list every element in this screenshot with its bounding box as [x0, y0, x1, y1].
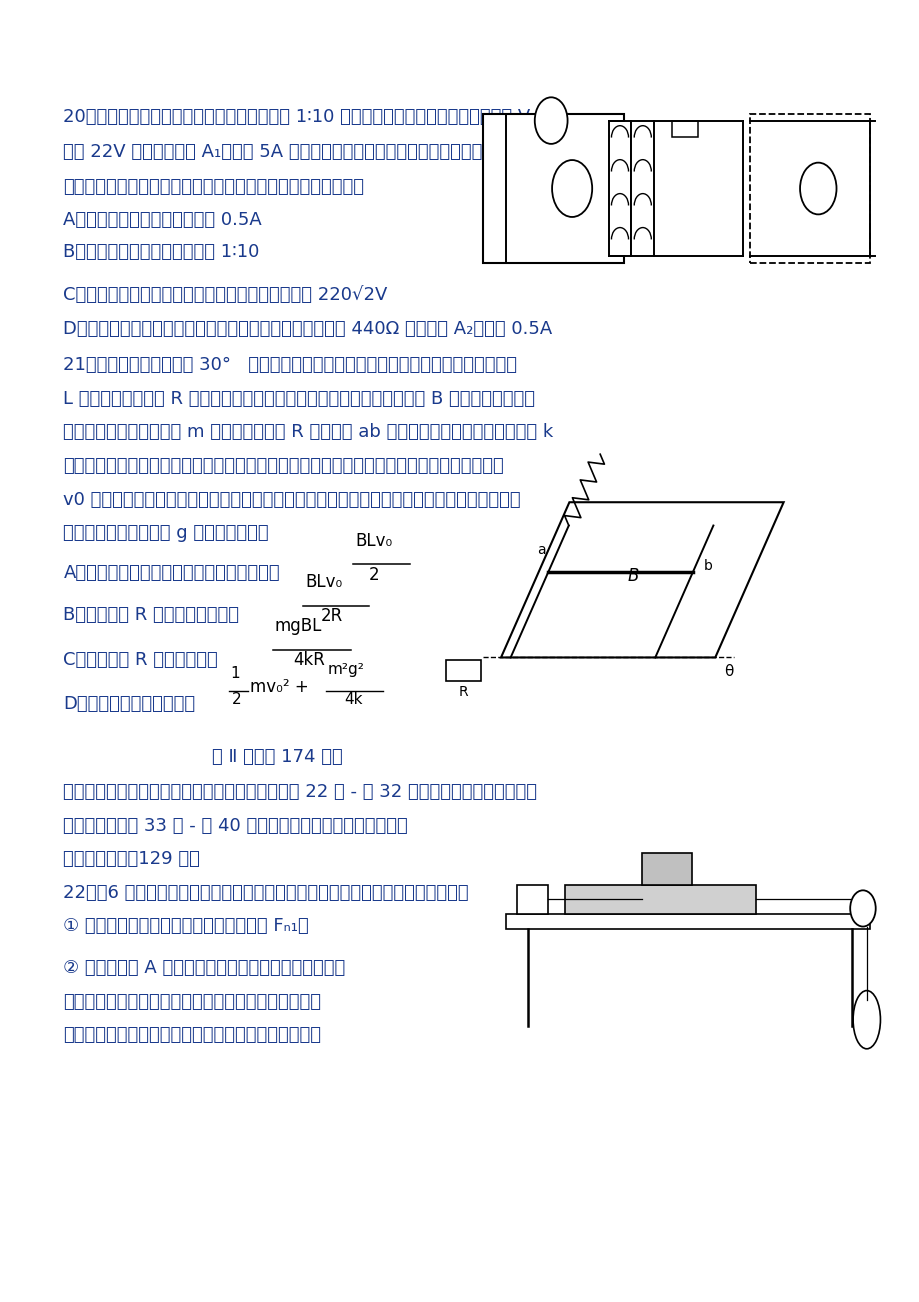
- Text: 4kR: 4kR: [293, 651, 325, 669]
- Bar: [446, 660, 481, 681]
- Text: D．回路产生的总热量小于: D．回路产生的总热量小于: [63, 695, 196, 713]
- Text: 平细绳与木块相连，木块放在较长的平板小车上。水平: 平细绳与木块相连，木块放在较长的平板小车上。水平: [63, 992, 321, 1010]
- Text: （一）必考题（129 分）: （一）必考题（129 分）: [63, 850, 200, 868]
- Text: BLv₀: BLv₀: [305, 573, 342, 591]
- Bar: [672, 121, 698, 138]
- Text: 1: 1: [230, 665, 240, 681]
- Text: A: A: [547, 116, 554, 125]
- Bar: [564, 885, 755, 914]
- Bar: [749, 115, 869, 263]
- Text: C．通过电阻 R 的总电荷量为: C．通过电阻 R 的总电荷量为: [63, 651, 218, 669]
- Text: 2: 2: [369, 565, 380, 583]
- Text: 三、非选择题（包括必考题和选考题两个部分，第 22 题 - 第 32 题为必考题，每个考题考生: 三、非选择题（包括必考题和选考题两个部分，第 22 题 - 第 32 题为必考题…: [63, 783, 537, 801]
- Text: A: A: [528, 894, 536, 905]
- Bar: [641, 853, 692, 885]
- Text: mv₀² +: mv₀² +: [250, 678, 309, 697]
- Text: （图中未画出）。质量为 m ，阻值大小也为 R 的金属棒 ab 与固定在斜面上方的劲度系数为 k: （图中未画出）。质量为 m ，阻值大小也为 R 的金属棒 ab 与固定在斜面上方…: [63, 423, 553, 441]
- Text: ② 将力传感器 A 固定在水平桌面上，测力端通过轻质水: ② 将力传感器 A 固定在水平桌面上，测力端通过轻质水: [63, 958, 346, 976]
- Text: 数为 22V ，理想电流表 A₁示数为 5A ，副线圈串联了电阻可忽略的熔断器、理想电流表 A 2: 数为 22V ，理想电流表 A₁示数为 5A ，副线圈串联了电阻可忽略的熔断器、…: [63, 143, 561, 160]
- Text: BLv₀: BLv₀: [355, 533, 392, 549]
- Circle shape: [800, 163, 835, 215]
- Text: 22．（6 分）某同学为了测定木块与小车之间的动摩擦因数，设计了如下的实验：: 22．（6 分）某同学为了测定木块与小车之间的动摩擦因数，设计了如下的实验：: [63, 884, 469, 902]
- Text: θ: θ: [723, 664, 733, 678]
- Text: v0 ，从开始运动到停止运动的过程中金属棒始终与导轨垂直并保持良好接触，弹簧始终在弹性: v0 ，从开始运动到停止运动的过程中金属棒始终与导轨垂直并保持良好接触，弹簧始终…: [63, 491, 520, 509]
- Bar: [630, 121, 653, 256]
- Text: 第 Ⅱ 卷（共 174 分）: 第 Ⅱ 卷（共 174 分）: [212, 749, 343, 766]
- Text: 2: 2: [232, 693, 241, 707]
- Text: B: B: [627, 566, 638, 585]
- Text: 21．如图所示，在倾角为 30°   的斜面上固定一电阻不计的光滑平行金属导轨，其间距为: 21．如图所示，在倾角为 30° 的斜面上固定一电阻不计的光滑平行金属导轨，其间…: [63, 355, 516, 374]
- Text: 以及虚线框内的某用电器，电路处于正常工作状态，下列说法：: 以及虚线框内的某用电器，电路处于正常工作状态，下列说法：: [63, 177, 364, 195]
- Text: B．通过电阻 R 的最大电流一定是: B．通过电阻 R 的最大电流一定是: [63, 605, 239, 624]
- Text: 限度内，重力加速度为 g ，在上述过程中: 限度内，重力加速度为 g ，在上述过程中: [63, 525, 268, 542]
- Text: 20．如图所示，理想变压器原副线圈匝数比为 1∶10 ，原线圈接通交流电源，理想电压表 V 示: 20．如图所示，理想变压器原副线圈匝数比为 1∶10 ，原线圈接通交流电源，理想…: [63, 108, 547, 126]
- Text: m²g²: m²g²: [327, 661, 364, 677]
- Text: R: R: [459, 685, 468, 699]
- Bar: [505, 914, 869, 930]
- Bar: [516, 885, 548, 914]
- Polygon shape: [501, 503, 783, 658]
- Circle shape: [849, 891, 875, 927]
- Text: mgBL: mgBL: [275, 617, 322, 635]
- Circle shape: [551, 160, 592, 217]
- Text: 都必须作答。第 33 题 - 第 40 题为选考题，考生根据要求作答）: 都必须作答。第 33 题 - 第 40 题为选考题，考生根据要求作答）: [63, 816, 408, 835]
- Text: V: V: [567, 182, 576, 195]
- Text: A: A: [813, 184, 822, 194]
- Text: A．熔断器的熔断电流应该大于 0.5A: A．熔断器的熔断电流应该大于 0.5A: [63, 211, 262, 229]
- Text: L ，下端接有阻值为 R 的电阻，导轨处于匀强磁场中，磁感应强度大小为 B ，方向与斜面垂直: L ，下端接有阻值为 R 的电阻，导轨处于匀强磁场中，磁感应强度大小为 B ，方…: [63, 389, 535, 408]
- Ellipse shape: [852, 991, 879, 1049]
- Text: B．原副线圈的电流频率之比为 1∶10: B．原副线圈的电流频率之比为 1∶10: [63, 243, 259, 262]
- Text: 4k: 4k: [344, 693, 362, 707]
- Text: 的绝缘弹簧相接，弹簧处于原长并被锁定。现解除锁定的同时使金属棒获得沿斜面向下的速度: 的绝缘弹簧相接，弹簧处于原长并被锁定。现解除锁定的同时使金属棒获得沿斜面向下的速…: [63, 457, 504, 475]
- Bar: [482, 115, 623, 263]
- Text: ① 用弹簧秤测量带凹槽的木块重力，记为 Fₙ₁；: ① 用弹簧秤测量带凹槽的木块重力，记为 Fₙ₁；: [63, 918, 309, 936]
- Text: A．开始运动时金属棒与导轨接触点间电压为: A．开始运动时金属棒与导轨接触点间电压为: [63, 564, 279, 582]
- Text: ~: ~: [494, 173, 509, 191]
- Text: C．若虚线框内接入电容器，电容器的耐压值至少是 220√2V: C．若虚线框内接入电容器，电容器的耐压值至少是 220√2V: [63, 286, 388, 305]
- Text: D．若虚线框内接入电动机且正常工作，可知电动机内阻为 440Ω ，电流表 A₂示数为 0.5A: D．若虚线框内接入电动机且正常工作，可知电动机内阻为 440Ω ，电流表 A₂示…: [63, 320, 552, 337]
- Text: a: a: [536, 543, 545, 556]
- Text: 轻质细绳跨过定滑轮，一端连接小车，另一端系沙桶，: 轻质细绳跨过定滑轮，一端连接小车，另一端系沙桶，: [63, 1026, 321, 1044]
- Circle shape: [534, 98, 567, 145]
- Bar: [608, 121, 630, 256]
- Text: 2R: 2R: [321, 607, 343, 625]
- Text: b: b: [703, 559, 712, 573]
